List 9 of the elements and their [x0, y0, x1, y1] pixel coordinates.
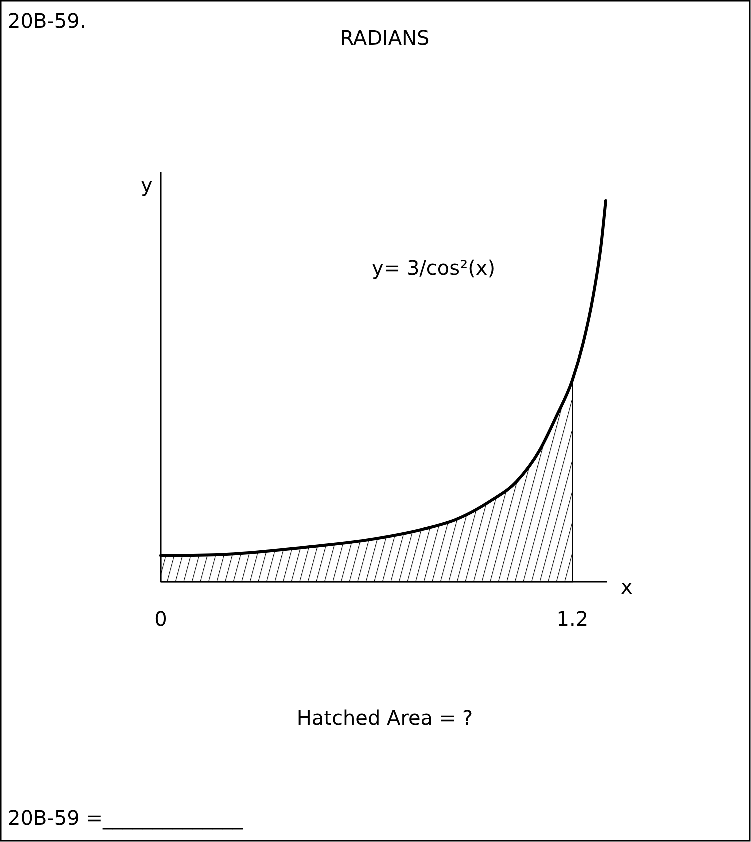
annotation: y= 3/cos²(x): [372, 256, 496, 280]
x-tick-label: 1.2: [556, 607, 589, 632]
x-tick-label: 0: [154, 607, 168, 632]
text: 20B-59 =______________: [8, 806, 244, 830]
text: Hatched Area = ?: [296, 706, 474, 730]
x-axis-title: x: [621, 575, 633, 599]
text: 20B-59.: [8, 9, 86, 33]
y-axis-title: y: [141, 173, 153, 197]
chart-title: RADIANS: [340, 26, 430, 50]
